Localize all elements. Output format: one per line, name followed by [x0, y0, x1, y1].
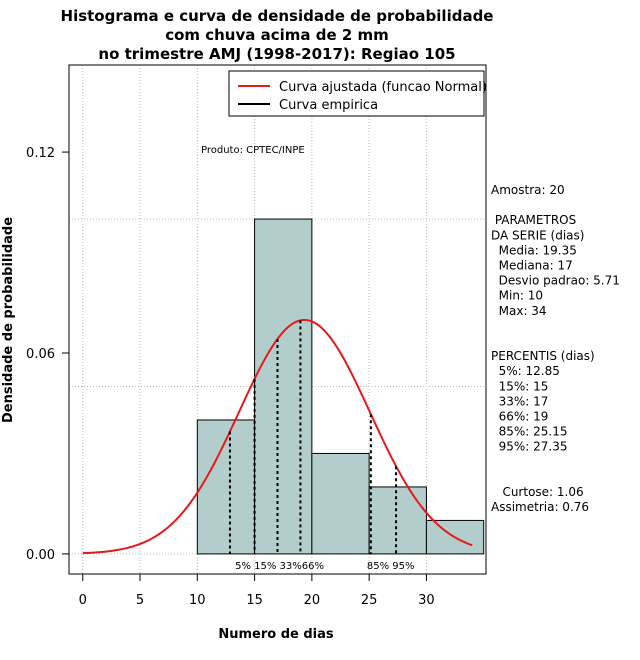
legend-box	[228, 70, 485, 117]
statistics-line: 85%: 25.15	[491, 425, 568, 439]
histogram-bars	[196, 218, 485, 555]
x-axis-label: Numero de dias	[218, 627, 334, 642]
statistics-line: 15%: 15	[491, 379, 548, 393]
chart-title-line: no trimestre AMJ (1998-2017): Regiao 105	[98, 45, 455, 63]
x-tick-label: 30	[418, 593, 435, 608]
x-tick-label: 5	[136, 593, 144, 608]
percentile-label: 5% 15% 33%66%	[235, 561, 324, 572]
legend-label: Curva empirica	[279, 98, 378, 113]
normal-curve	[82, 318, 473, 555]
statistics-line: DA SERIE (dias)	[491, 228, 584, 242]
statistics-line: Desvio padrao: 5.71	[491, 274, 620, 288]
percentile-label: 85% 95%	[367, 561, 415, 572]
x-tick-label: 15	[246, 593, 263, 608]
histogram-bar	[368, 486, 427, 555]
y-tick-label: 0.06	[26, 347, 55, 362]
y-tick-label: 0.12	[26, 146, 55, 161]
normal-curve-layer	[82, 318, 473, 555]
y-axis-label: Densidade de probabilidade	[1, 217, 16, 423]
y-axis: 0.00 0.06 0.12	[26, 146, 70, 563]
chart-title: Histograma e curva de densidade de proba…	[61, 7, 494, 63]
statistics-line: Assimetria: 0.76	[491, 500, 589, 514]
chart-title-line: com chuva acima de 2 mm	[165, 26, 389, 44]
x-tick-label: 20	[304, 593, 321, 608]
statistics-line: Min: 10	[491, 289, 543, 303]
grid-lines	[69, 65, 486, 574]
statistics-line: 33%: 17	[491, 394, 548, 408]
statistics-line: PERCENTIS (dias)	[491, 349, 595, 363]
histogram-bar	[425, 519, 485, 555]
x-tick-label: 25	[361, 593, 378, 608]
histogram-bar	[254, 218, 313, 555]
x-tick-label: 0	[79, 593, 87, 608]
y-tick-label: 0.00	[26, 548, 55, 563]
statistics-line: Mediana: 17	[491, 259, 573, 273]
statistics-line: 5%: 12.85	[491, 364, 560, 378]
statistics-line: 95%: 27.35	[491, 440, 568, 454]
histogram-bar	[311, 452, 370, 555]
chart-title-line: Histograma e curva de densidade de proba…	[61, 7, 494, 25]
statistics-line: Curtose: 1.06	[491, 485, 584, 499]
statistics-line: PARAMETROS	[491, 213, 576, 227]
x-tick-label: 10	[189, 593, 206, 608]
legend: Curva ajustada (funcao Normal) Curva empi…	[228, 70, 487, 117]
statistics-line: 66%: 19	[491, 410, 548, 424]
percentile-lines: 5% 15% 33%66% 85% 95%	[228, 320, 415, 572]
x-axis: 0 5 10 15 20 25 30	[79, 573, 435, 608]
legend-label: Curva ajustada (funcao Normal)	[279, 80, 487, 95]
histogram-bar	[196, 419, 256, 555]
statistics-line: Max: 34	[491, 304, 547, 318]
product-annotation: Produto: CPTEC/INPE	[201, 145, 305, 156]
statistics-line: Amostra: 20	[491, 183, 565, 197]
statistics-line: Media: 19.35	[491, 243, 577, 257]
